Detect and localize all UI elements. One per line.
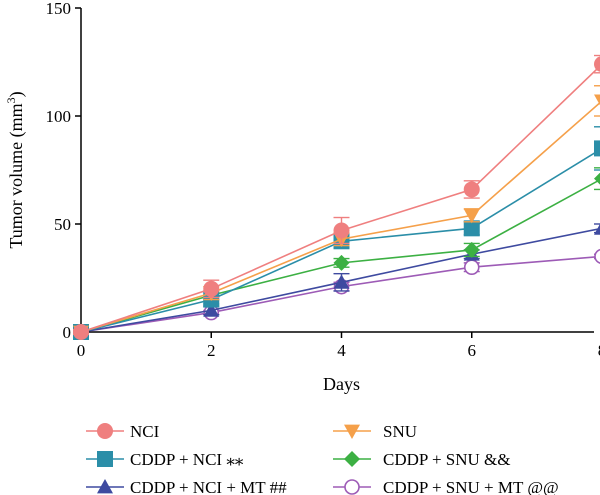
- data-point: [594, 56, 600, 72]
- data-point: [594, 140, 600, 157]
- series-nci: [73, 54, 600, 340]
- legend-label: CDDP + SNU + MT @@: [383, 478, 559, 495]
- x-tick-label: 0: [77, 341, 86, 360]
- legend-item: SNU: [333, 422, 417, 441]
- legend-label: CDDP + NCI + MT ##: [130, 478, 287, 495]
- series-snu: [73, 85, 600, 340]
- data-point: [463, 208, 480, 224]
- y-axis-title: Tumor volume (mm3): [4, 91, 27, 248]
- legend-item: CDDP + NCI ⁎⁎: [86, 450, 244, 469]
- data-point: [333, 254, 350, 271]
- axes: [80, 8, 594, 333]
- x-tick-label: 2: [207, 341, 216, 360]
- data-point: [97, 451, 113, 467]
- series-layer: [73, 54, 600, 340]
- legend-item: NCI: [86, 422, 160, 441]
- data-point: [97, 479, 113, 494]
- x-tick-label: 8: [598, 341, 600, 360]
- data-point: [594, 223, 600, 235]
- axis-ticks: 0 50 100 150 0 2 4 6 8: [46, 0, 600, 360]
- data-point: [344, 479, 360, 495]
- data-point: [203, 280, 220, 297]
- data-point: [333, 274, 350, 289]
- data-point: [344, 451, 360, 467]
- x-tick-label: 4: [337, 341, 346, 360]
- legend-label: CDDP + NCI ⁎⁎: [130, 450, 244, 469]
- data-point: [463, 241, 480, 258]
- data-point: [594, 172, 600, 185]
- data-point: [97, 423, 113, 439]
- legend-label: SNU: [383, 422, 417, 441]
- y-tick-label: 0: [63, 323, 72, 342]
- legend-label: CDDP + SNU &&: [383, 450, 511, 469]
- x-tick-label: 6: [468, 341, 477, 360]
- x-axis-title: Days: [323, 374, 360, 394]
- legend-item: CDDP + SNU + MT @@: [333, 478, 559, 495]
- data-point: [333, 222, 350, 239]
- legend-item: CDDP + NCI + MT ##: [86, 478, 287, 495]
- data-point: [73, 324, 89, 340]
- data-point: [594, 94, 600, 106]
- data-point: [463, 181, 480, 198]
- data-point: [463, 259, 480, 276]
- legend-label: NCI: [130, 422, 160, 441]
- legend: NCI SNU CDDP + NCI ⁎⁎ CDDP + SNU && CDDP + N…: [86, 422, 559, 495]
- data-point: [463, 220, 480, 237]
- y-tick-label: 100: [46, 107, 72, 126]
- data-point: [203, 302, 220, 317]
- series-line: [80, 101, 600, 333]
- data-point: [594, 248, 600, 264]
- y-tick-label: 50: [54, 215, 71, 234]
- data-point: [344, 424, 360, 439]
- legend-item: CDDP + SNU &&: [333, 450, 511, 469]
- y-tick-label: 150: [46, 0, 72, 18]
